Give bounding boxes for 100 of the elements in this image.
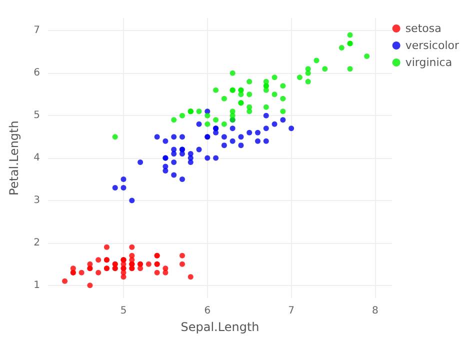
x-tick-label: 8 xyxy=(372,306,378,317)
point xyxy=(280,117,286,123)
point xyxy=(196,108,202,114)
point xyxy=(171,172,177,178)
point xyxy=(180,134,185,140)
point xyxy=(338,44,344,50)
point xyxy=(213,117,219,123)
point xyxy=(314,58,320,64)
point xyxy=(112,185,118,191)
point xyxy=(204,121,210,127)
point xyxy=(246,104,252,110)
y-tick-label: 7 xyxy=(34,25,40,36)
point xyxy=(180,112,185,118)
point xyxy=(263,126,269,132)
point xyxy=(246,78,252,84)
point xyxy=(221,96,227,102)
point xyxy=(263,104,269,110)
point xyxy=(272,74,278,80)
point xyxy=(104,257,110,263)
point xyxy=(255,138,261,144)
point xyxy=(288,126,294,132)
legend-label: versicolor xyxy=(405,39,460,52)
point xyxy=(104,244,110,250)
x-axis-title: Sepal.Length xyxy=(180,320,260,334)
point xyxy=(70,270,76,276)
point xyxy=(146,261,152,267)
point xyxy=(230,138,236,144)
x-tick-label: 6 xyxy=(204,306,211,317)
point xyxy=(246,130,252,136)
point xyxy=(196,121,202,127)
point xyxy=(154,270,160,276)
point xyxy=(280,108,286,114)
point xyxy=(280,83,286,89)
legend-label: setosa xyxy=(405,22,442,35)
point xyxy=(272,92,278,98)
point xyxy=(180,151,185,157)
point xyxy=(305,70,311,76)
point xyxy=(129,244,135,250)
point xyxy=(204,155,210,161)
point xyxy=(255,130,261,136)
point xyxy=(238,100,244,106)
y-tick-label: 3 xyxy=(34,194,40,206)
point xyxy=(238,134,244,140)
y-tick-label: 5 xyxy=(34,110,40,122)
point xyxy=(230,70,236,76)
point xyxy=(263,138,269,144)
point xyxy=(213,126,219,132)
point xyxy=(129,198,135,204)
point xyxy=(305,78,311,84)
point xyxy=(138,261,144,267)
y-tick-label: 6 xyxy=(34,68,40,79)
legend-label: virginica xyxy=(405,56,452,69)
point xyxy=(364,53,370,59)
point xyxy=(221,142,227,148)
point xyxy=(180,176,185,182)
point xyxy=(347,66,353,72)
point xyxy=(120,266,126,272)
point xyxy=(263,112,269,118)
point xyxy=(263,83,269,89)
point xyxy=(162,168,168,174)
point xyxy=(238,92,244,98)
y-axis-title: Petal.Length xyxy=(7,120,21,196)
point xyxy=(112,266,118,272)
point xyxy=(104,266,110,272)
point xyxy=(162,155,168,161)
point xyxy=(162,270,168,276)
point xyxy=(230,87,236,93)
point xyxy=(188,108,194,114)
point xyxy=(171,160,177,166)
point xyxy=(162,138,168,144)
point xyxy=(171,146,177,152)
point xyxy=(154,261,160,267)
point xyxy=(120,185,126,191)
point xyxy=(171,117,177,123)
point xyxy=(272,121,278,127)
point xyxy=(246,92,252,98)
point xyxy=(154,134,160,140)
point xyxy=(112,134,118,140)
point xyxy=(296,74,302,80)
point xyxy=(230,112,236,118)
point xyxy=(96,257,102,263)
point xyxy=(322,66,328,72)
point xyxy=(221,134,227,140)
point xyxy=(213,87,219,93)
x-tick-label: 7 xyxy=(288,306,295,317)
point xyxy=(196,146,202,152)
point xyxy=(204,134,210,140)
point xyxy=(347,40,353,46)
x-tick-label: 5 xyxy=(120,306,127,317)
point xyxy=(120,176,126,182)
point xyxy=(347,32,353,38)
point xyxy=(204,112,210,118)
point xyxy=(213,130,219,136)
point xyxy=(96,270,102,276)
point xyxy=(171,134,177,140)
point xyxy=(230,126,236,132)
y-tick-label: 1 xyxy=(34,280,40,291)
point xyxy=(238,142,244,148)
point xyxy=(154,252,160,258)
point xyxy=(87,266,93,272)
